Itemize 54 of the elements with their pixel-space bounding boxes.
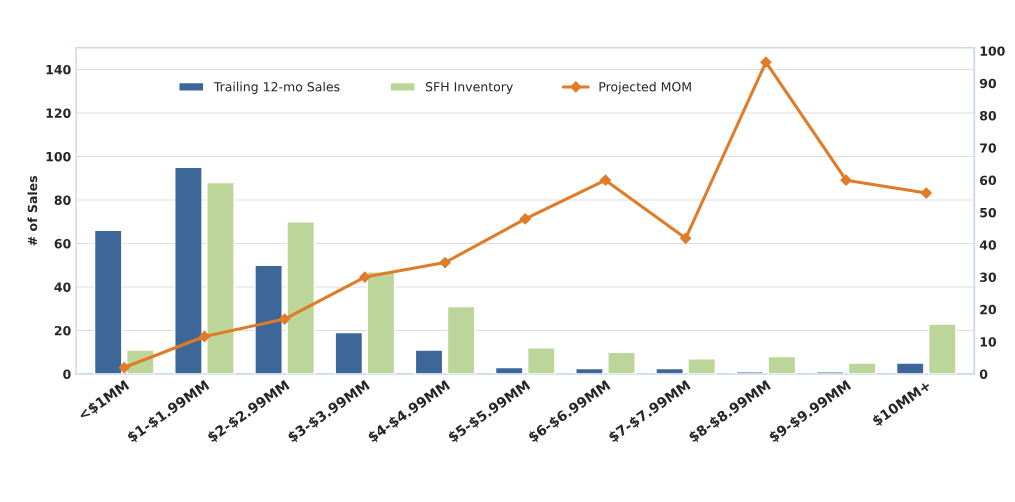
point [920, 187, 933, 199]
y2-tick-label: 0 [979, 369, 988, 379]
y2-tick-label: 100 [980, 46, 1005, 56]
bar [815, 371, 845, 374]
point [118, 361, 131, 374]
bar [927, 323, 957, 374]
legend-label: Projected MOM [599, 81, 691, 94]
bar [607, 351, 636, 374]
bar [494, 366, 524, 374]
bar [206, 181, 235, 374]
bar [767, 355, 797, 374]
bar [687, 358, 717, 374]
y-tick-label: 60 [54, 238, 71, 249]
y-tick-label: 140 [46, 64, 71, 75]
point [679, 232, 692, 245]
y-axis-title: # of Sales [27, 176, 38, 246]
legend-label: SFH Inventory [425, 82, 513, 94]
point [759, 56, 772, 69]
bar [174, 166, 203, 374]
bar [847, 362, 877, 374]
bar [735, 371, 765, 374]
bar [446, 305, 476, 374]
y-tick-label: 80 [54, 195, 71, 205]
point [519, 213, 532, 225]
point [599, 174, 612, 187]
y2-tick-label: 80 [980, 111, 997, 121]
y2-tick-label: 60 [980, 175, 997, 186]
point [278, 313, 291, 325]
y-tick-label: 120 [46, 108, 71, 118]
bar [93, 229, 123, 374]
point [840, 174, 852, 187]
bar [286, 221, 316, 374]
y2-tick-label: 40 [979, 240, 997, 250]
bar [895, 362, 925, 374]
y2-tick-label: 90 [979, 78, 997, 89]
bar [366, 271, 396, 374]
bar [575, 367, 604, 374]
y-tick-label: 20 [54, 325, 71, 336]
y-tick-label: 100 [46, 151, 71, 162]
y2-tick-label: 70 [980, 143, 997, 153]
y2-tick-label: 10 [980, 337, 997, 347]
point [439, 256, 451, 269]
bar [254, 264, 283, 374]
legend-label: Trailing 12-mo Sales [213, 81, 340, 94]
point [358, 271, 371, 283]
bar [526, 347, 556, 374]
y2-tick-label: 50 [980, 207, 997, 218]
y-tick-label: 40 [54, 282, 71, 292]
y-tick-label: 0 [63, 369, 71, 379]
bar [334, 331, 364, 374]
bar [655, 367, 684, 374]
y2-tick-label: 30 [980, 272, 997, 282]
bar [414, 349, 444, 374]
y2-tick-label: 20 [980, 304, 997, 315]
